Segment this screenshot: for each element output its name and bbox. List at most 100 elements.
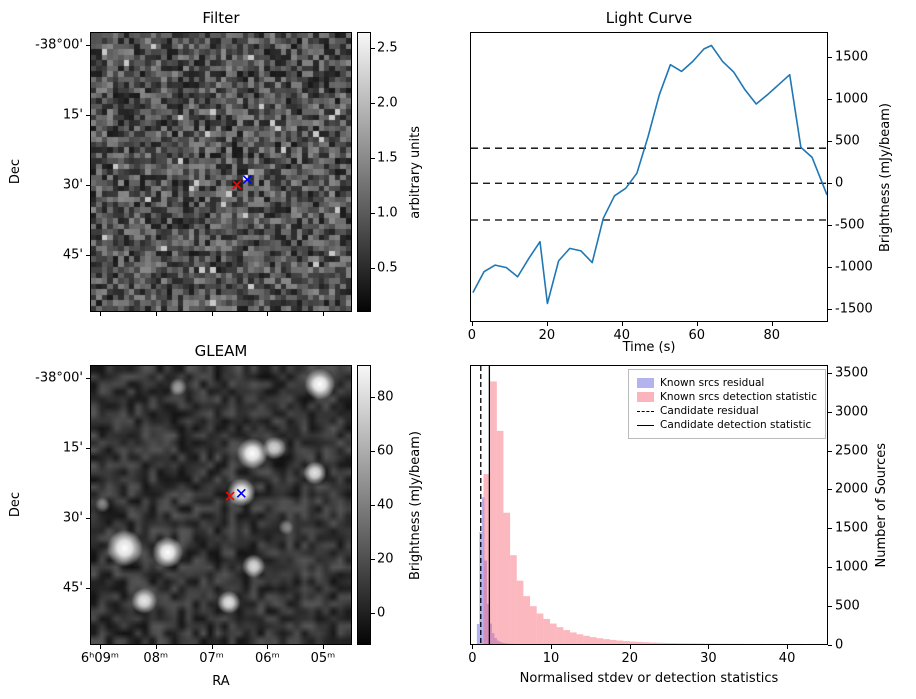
hist-series	[476, 497, 517, 644]
ra-tick-mark	[322, 312, 324, 316]
histogram-x-axis-label: Normalised stdev or detection statistics	[519, 671, 779, 686]
dec-tick-mark	[86, 377, 90, 379]
dec-tick-mark	[86, 517, 90, 519]
y-tick-mark	[828, 183, 832, 185]
y-tick-mark	[828, 567, 832, 569]
x-tick-label: 30	[700, 651, 717, 666]
ra-tick-label: 06ᵐ	[255, 651, 280, 666]
histogram-legend: Known srcs residual Known srcs detection …	[628, 369, 826, 439]
legend-label: Candidate detection statistic	[660, 419, 812, 431]
dec-tick-mark	[86, 587, 90, 589]
colorbar-tick-mark	[371, 451, 375, 453]
y-tick-label: 1000	[835, 559, 869, 575]
filter-markers-overlay	[232, 174, 252, 190]
x-tick-label: 0	[467, 328, 476, 343]
gleam-colorbar	[357, 365, 371, 645]
y-tick-mark	[828, 411, 832, 413]
x-tick-label: 80	[763, 328, 781, 343]
light-curve-y-axis-label-text: Brightness (mJy/beam)	[877, 102, 893, 252]
dec-tick-label: -38°00'	[35, 370, 83, 386]
x-tick-label: 10	[542, 651, 560, 666]
dec-tick-label: -38°00'	[35, 37, 83, 53]
legend-row: Candidate residual	[637, 405, 817, 417]
legend-patch-swatch	[637, 378, 655, 388]
colorbar-tick-mark	[371, 48, 375, 50]
ra-tick-mark	[99, 312, 101, 316]
ra-tick-label: 6ʰ09ᵐ	[80, 651, 120, 666]
reference-position-marker	[236, 488, 246, 498]
y-tick-label: -500	[835, 217, 865, 233]
y-tick-label: -1000	[835, 259, 873, 275]
x-tick-mark	[708, 645, 710, 649]
gleam-image-panel	[90, 365, 352, 645]
y-tick-label: 2500	[835, 443, 869, 459]
x-tick-mark	[472, 645, 474, 649]
x-tick-mark	[546, 322, 548, 326]
ra-tick-mark	[155, 645, 157, 649]
ra-tick-mark	[322, 645, 324, 649]
ra-tick-label: 07ᵐ	[199, 651, 224, 666]
histogram-plot	[476, 366, 823, 644]
legend-line-swatch	[637, 410, 655, 412]
gleam-sky-image	[91, 366, 351, 644]
gleam-colorbar-label-text: Brightness (mJy/beam)	[407, 430, 423, 580]
hist-series	[483, 381, 823, 644]
dec-tick-label: 15'	[62, 440, 83, 456]
y-tick-mark	[828, 225, 832, 227]
y-tick-mark	[828, 309, 832, 311]
ra-tick-mark	[267, 312, 269, 316]
light-curve-title: Light Curve	[605, 9, 693, 27]
y-tick-label: 0	[835, 637, 844, 653]
y-tick-label: 500	[835, 133, 860, 149]
y-tick-label: 3000	[835, 404, 869, 420]
colorbar-tick-mark	[371, 505, 375, 506]
x-tick-label: 0	[468, 651, 477, 666]
gleam-title: GLEAM	[194, 342, 248, 360]
x-tick-label: 20	[538, 328, 556, 343]
y-tick-label: 0	[835, 175, 844, 191]
ra-tick-mark	[155, 312, 157, 316]
legend-line-swatch	[637, 424, 655, 426]
colorbar-tick-label: 2.5	[377, 40, 398, 56]
y-tick-mark	[828, 57, 832, 59]
filter-colorbar	[357, 32, 371, 312]
y-tick-mark	[828, 450, 832, 452]
ra-tick-mark	[211, 312, 213, 316]
reference-position-marker	[242, 174, 252, 185]
gleam-markers-overlay	[225, 488, 246, 501]
colorbar-tick-mark	[371, 612, 375, 614]
dec-tick-label: 45'	[62, 580, 83, 596]
colorbar-tick-label: 20	[377, 551, 394, 567]
legend-label: Known srcs detection statistic	[660, 391, 817, 403]
colorbar-tick-label: 60	[377, 443, 394, 459]
x-tick-mark	[629, 645, 631, 649]
colorbar-tick-mark	[371, 397, 375, 399]
ra-tick-mark	[99, 645, 101, 649]
dec-tick-mark	[86, 44, 90, 46]
colorbar-tick-label: 40	[377, 497, 394, 513]
filter-colorbar-label: arbitrary units	[406, 32, 424, 312]
x-tick-mark	[551, 645, 553, 649]
filter-noise-image	[91, 33, 351, 311]
dec-tick-mark	[86, 114, 90, 116]
gleam-x-axis-label: RA	[212, 674, 230, 689]
candidate-position-marker	[225, 491, 235, 501]
filter-dec-axis-label: Dec	[6, 32, 24, 312]
colorbar-tick-label: 0	[377, 605, 386, 621]
y-tick-label: 1500	[835, 520, 869, 536]
filter-image-panel	[90, 32, 352, 312]
y-tick-label: 1000	[835, 91, 869, 107]
dec-tick-label: 45'	[62, 247, 83, 263]
dec-tick-label: 15'	[62, 107, 83, 123]
gleam-colorbar-label: Brightness (mJy/beam)	[406, 365, 424, 645]
y-tick-label: 500	[835, 598, 860, 614]
dec-tick-label: 30'	[62, 177, 83, 193]
y-tick-mark	[828, 489, 832, 491]
legend-row: Candidate detection statistic	[637, 419, 817, 431]
x-tick-mark	[471, 322, 473, 326]
colorbar-tick-mark	[371, 268, 375, 270]
y-tick-mark	[828, 606, 832, 608]
y-tick-mark	[828, 99, 832, 101]
dec-tick-label: 30'	[62, 510, 83, 526]
